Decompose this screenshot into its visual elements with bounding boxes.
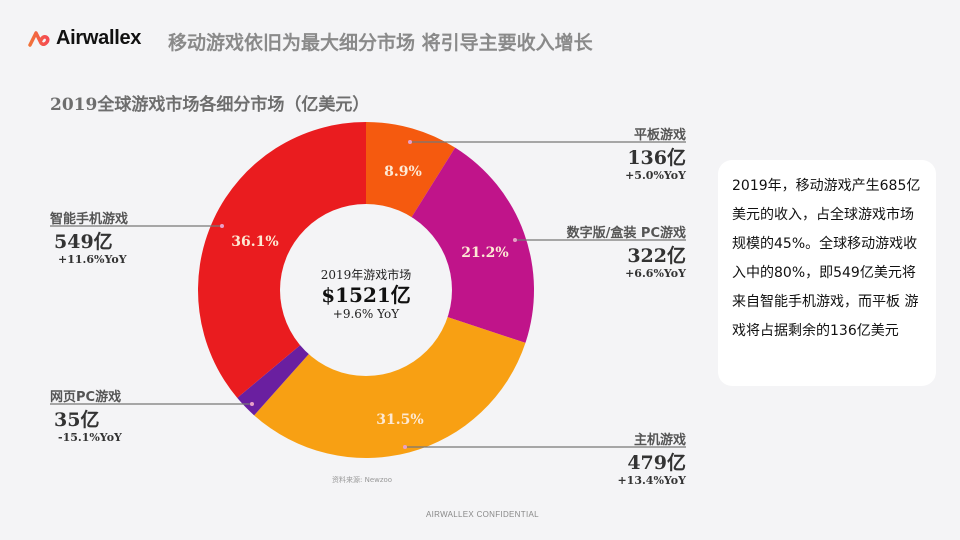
donut-segment-smartphone [198, 122, 366, 398]
callout-yoy: +6.6%YoY [625, 267, 686, 280]
center-total: $1521亿 [321, 283, 411, 307]
callout-pc-boxed: 数字版/盒装 PC游戏 322亿 +6.6%YoY [530, 222, 686, 280]
callout-name: 主机游戏 [633, 433, 686, 448]
brand-name: Airwallex [56, 27, 142, 49]
callout-value: 35亿 [54, 409, 100, 431]
callout-smartphone: 智能手机游戏 549亿 +11.6%YoY [50, 208, 190, 266]
segment-label-tablet: 8.9% [384, 164, 422, 180]
confidential-footer: AIRWALLEX CONFIDENTIAL [426, 510, 539, 519]
callout-name: 网页PC游戏 [50, 390, 122, 405]
source-note: 资料来源: Newzoo [332, 476, 393, 484]
callout-yoy: +11.6%YoY [58, 253, 127, 266]
segment-label-console: 31.5% [376, 412, 423, 428]
brand-logo: Airwallex [28, 27, 141, 50]
callout-console: 主机游戏 479亿 +13.4%YoY [580, 429, 686, 487]
donut-center: 2019年游戏市场 $1521亿 +9.6% YoY [296, 266, 436, 321]
callout-value: 549亿 [54, 231, 113, 253]
callout-tablet: 平板游戏 136亿 +5.0%YoY [580, 124, 686, 182]
callout-name: 智能手机游戏 [50, 212, 129, 227]
callout-web-pc: 网页PC游戏 35亿 -15.1%YoY [50, 386, 190, 444]
airwallex-logo-icon [28, 30, 50, 47]
center-label: 2019年游戏市场 [320, 268, 412, 282]
callout-yoy: +13.4%YoY [617, 474, 686, 487]
callout-name: 数字版/盒装 PC游戏 [566, 226, 686, 241]
callout-value: 322亿 [627, 245, 686, 267]
callout-value: 479亿 [627, 452, 686, 474]
callout-yoy: +5.0%YoY [625, 169, 686, 182]
segment-label-smartphone: 36.1% [231, 234, 278, 250]
summary-note: 2019年，移动游戏产生685亿美元的收入，占全球游戏市场规模的45%。全球移动… [718, 160, 936, 386]
chart-title: 2019全球游戏市场各细分市场（亿美元） [50, 95, 370, 115]
center-yoy: +9.6% YoY [332, 307, 400, 321]
callout-name: 平板游戏 [633, 128, 686, 143]
callout-yoy: -15.1%YoY [58, 431, 122, 444]
callout-value: 136亿 [627, 147, 686, 169]
segment-label-pc-boxed: 21.2% [461, 245, 508, 261]
page-headline: 移动游戏依旧为最大细分市场 将引导主要收入增长 [168, 32, 593, 54]
donut-segment-console [254, 290, 526, 459]
